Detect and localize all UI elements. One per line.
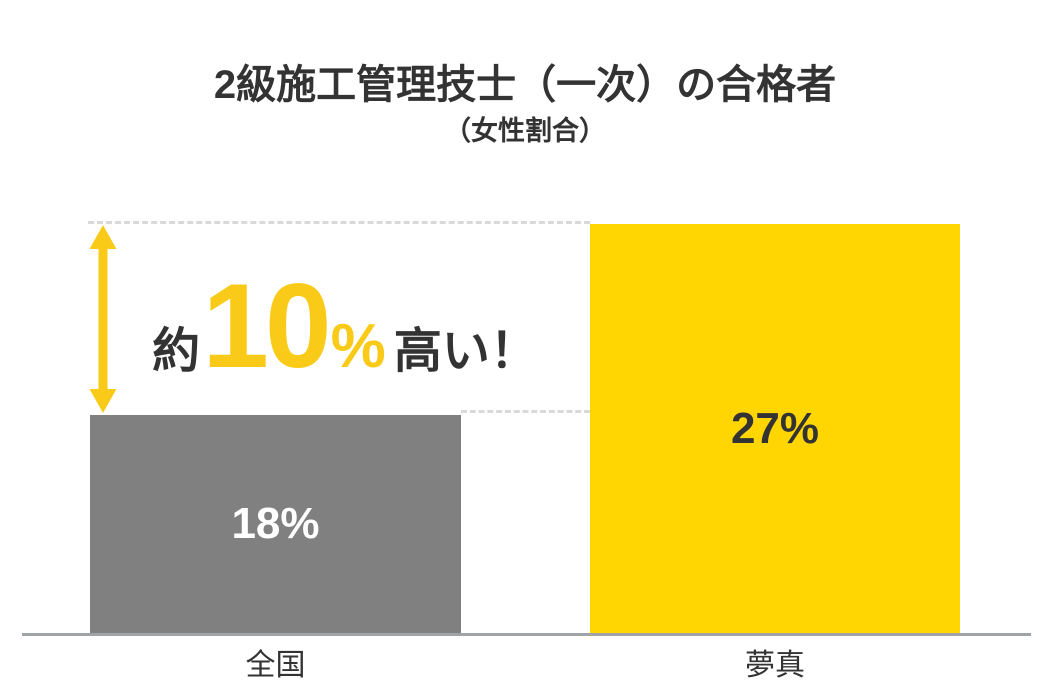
annotation-prefix: 約 — [152, 325, 201, 378]
reference-dashed-line-18pct — [461, 410, 590, 413]
annotation-suffix: 高い！ — [393, 325, 538, 378]
chart-subtitle: （女性割合） — [444, 116, 606, 146]
bar-national-value-label: 18% — [231, 499, 320, 548]
chart-title: 2級施工管理技士（一次）の合格者 — [213, 63, 837, 107]
bar-yumeshin: 27% — [590, 224, 960, 633]
category-label-national: 全国 — [245, 649, 306, 682]
bar-national: 18% — [90, 415, 461, 633]
difference-annotation: 約 10 % 高い！ — [110, 266, 580, 386]
bar-yumeshin-value-label: 27% — [730, 403, 820, 453]
reference-dashed-line-27pct — [88, 221, 590, 224]
x-axis-line — [22, 633, 1031, 636]
double-arrow-icon — [89, 225, 117, 413]
category-label-yumeshin: 夢真 — [745, 649, 805, 682]
annotation-unit: % — [330, 312, 386, 381]
annotation-value: 10 — [202, 259, 331, 393]
